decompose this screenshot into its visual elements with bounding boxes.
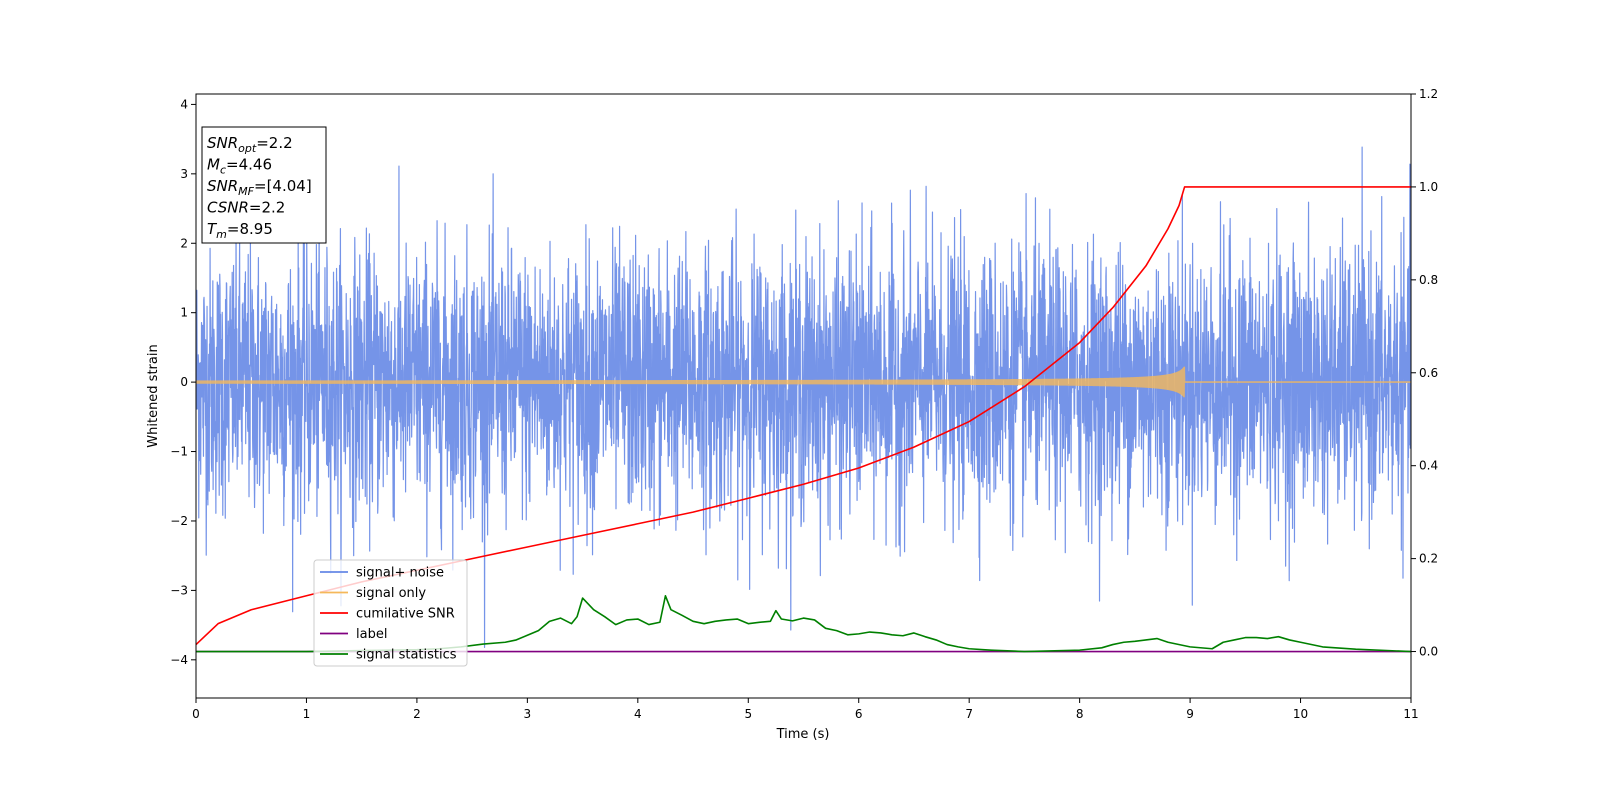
legend-frame (313, 559, 468, 667)
y-left-tick-label: 1 (180, 306, 188, 320)
x-tick-label: 6 (855, 707, 863, 721)
series-line-1 (196, 366, 1411, 398)
info-line-0: SNRopt=2.2 (207, 134, 293, 155)
y-left-tick-label: 0 (180, 375, 188, 389)
info-subscript: m (216, 228, 227, 241)
y-left-tick-label: −3 (170, 583, 188, 597)
x-tick-label: 3 (524, 707, 532, 721)
y-right-tick-label: 1.2 (1419, 87, 1438, 101)
x-axis-label: Time (s) (776, 727, 830, 742)
y-right-tick-label: 0.4 (1419, 459, 1438, 473)
x-tick-label: 5 (744, 707, 752, 721)
legend-entry-4: signal statistics (356, 648, 457, 663)
info-line-3: CSNR=2.2 (207, 199, 285, 217)
y-right-tick-label: 0.6 (1419, 366, 1438, 380)
legend-entry-3: label (356, 627, 387, 642)
y-left-tick-label: 2 (180, 236, 188, 250)
info-box: SNRopt=2.2Mc=4.46SNRMF=[4.04]CSNR=2.2Tm=… (201, 126, 327, 244)
info-box-frame (201, 126, 327, 244)
info-value: =4.46 (226, 156, 272, 174)
info-line-1: Mc=4.46 (207, 156, 272, 177)
x-tick-label: 4 (634, 707, 642, 721)
y-left-tick-label: −2 (170, 514, 188, 528)
info-line-4: Tm=8.95 (207, 220, 273, 241)
y-left-tick-label: 3 (180, 167, 188, 181)
info-symbol: T (207, 220, 218, 238)
y-left-tick-label: −4 (170, 653, 188, 667)
legend-entry-2: cumilative SNR (356, 607, 455, 622)
info-subscript: c (220, 164, 226, 177)
plot-frame (195, 93, 1412, 699)
y-left-tick-label: 4 (180, 97, 188, 111)
legend-items: signal+ noise signal only cumilative SNR la… (320, 566, 457, 663)
info-symbol: CSNR (207, 199, 249, 217)
info-value: =2.2 (256, 134, 292, 152)
y-right-tick-label: 0.0 (1419, 645, 1438, 659)
x-tick-label: 7 (965, 707, 973, 721)
legend-entry-1: signal only (356, 586, 426, 601)
y-right-tick-label: 0.8 (1419, 273, 1438, 287)
y-left-tick-label: −1 (170, 445, 188, 459)
info-lines: SNRopt=2.2Mc=4.46SNRMF=[4.04]CSNR=2.2Tm=… (207, 134, 312, 241)
y-right-tick-label: 0.2 (1419, 552, 1438, 566)
info-line-2: SNRMF=[4.04] (207, 177, 312, 198)
axes-layer: 0 1 2 3 4 5 6 7 8 9 10 11 −4 −3 −2 −1 0 1 2 3 4 0.0 0.2 0.4 0.6 0… (170, 87, 1438, 721)
info-subscript: MF (238, 185, 254, 198)
x-tick-label: 8 (1076, 707, 1084, 721)
info-symbol: SNR (207, 177, 238, 195)
x-tick-label: 10 (1293, 707, 1308, 721)
info-symbol: SNR (207, 134, 238, 152)
x-tick-label: 9 (1186, 707, 1194, 721)
legend-entry-0: signal+ noise (356, 566, 444, 581)
info-symbol: M (207, 156, 220, 174)
y-axis-label: Whitened strain (146, 344, 161, 447)
x-tick-label: 1 (303, 707, 311, 721)
x-tick-label: 0 (192, 707, 200, 721)
info-value: =8.95 (227, 220, 273, 238)
info-subscript: opt (238, 142, 257, 155)
info-value: =2.2 (249, 199, 285, 217)
x-tick-label: 2 (413, 707, 421, 721)
y-right-tick-label: 1.0 (1419, 180, 1438, 194)
legend: signal+ noise signal only cumilative SNR la… (313, 559, 468, 667)
series-line-4 (196, 594, 1411, 653)
info-value: =[4.04] (254, 177, 312, 195)
x-tick-label: 11 (1403, 707, 1418, 721)
